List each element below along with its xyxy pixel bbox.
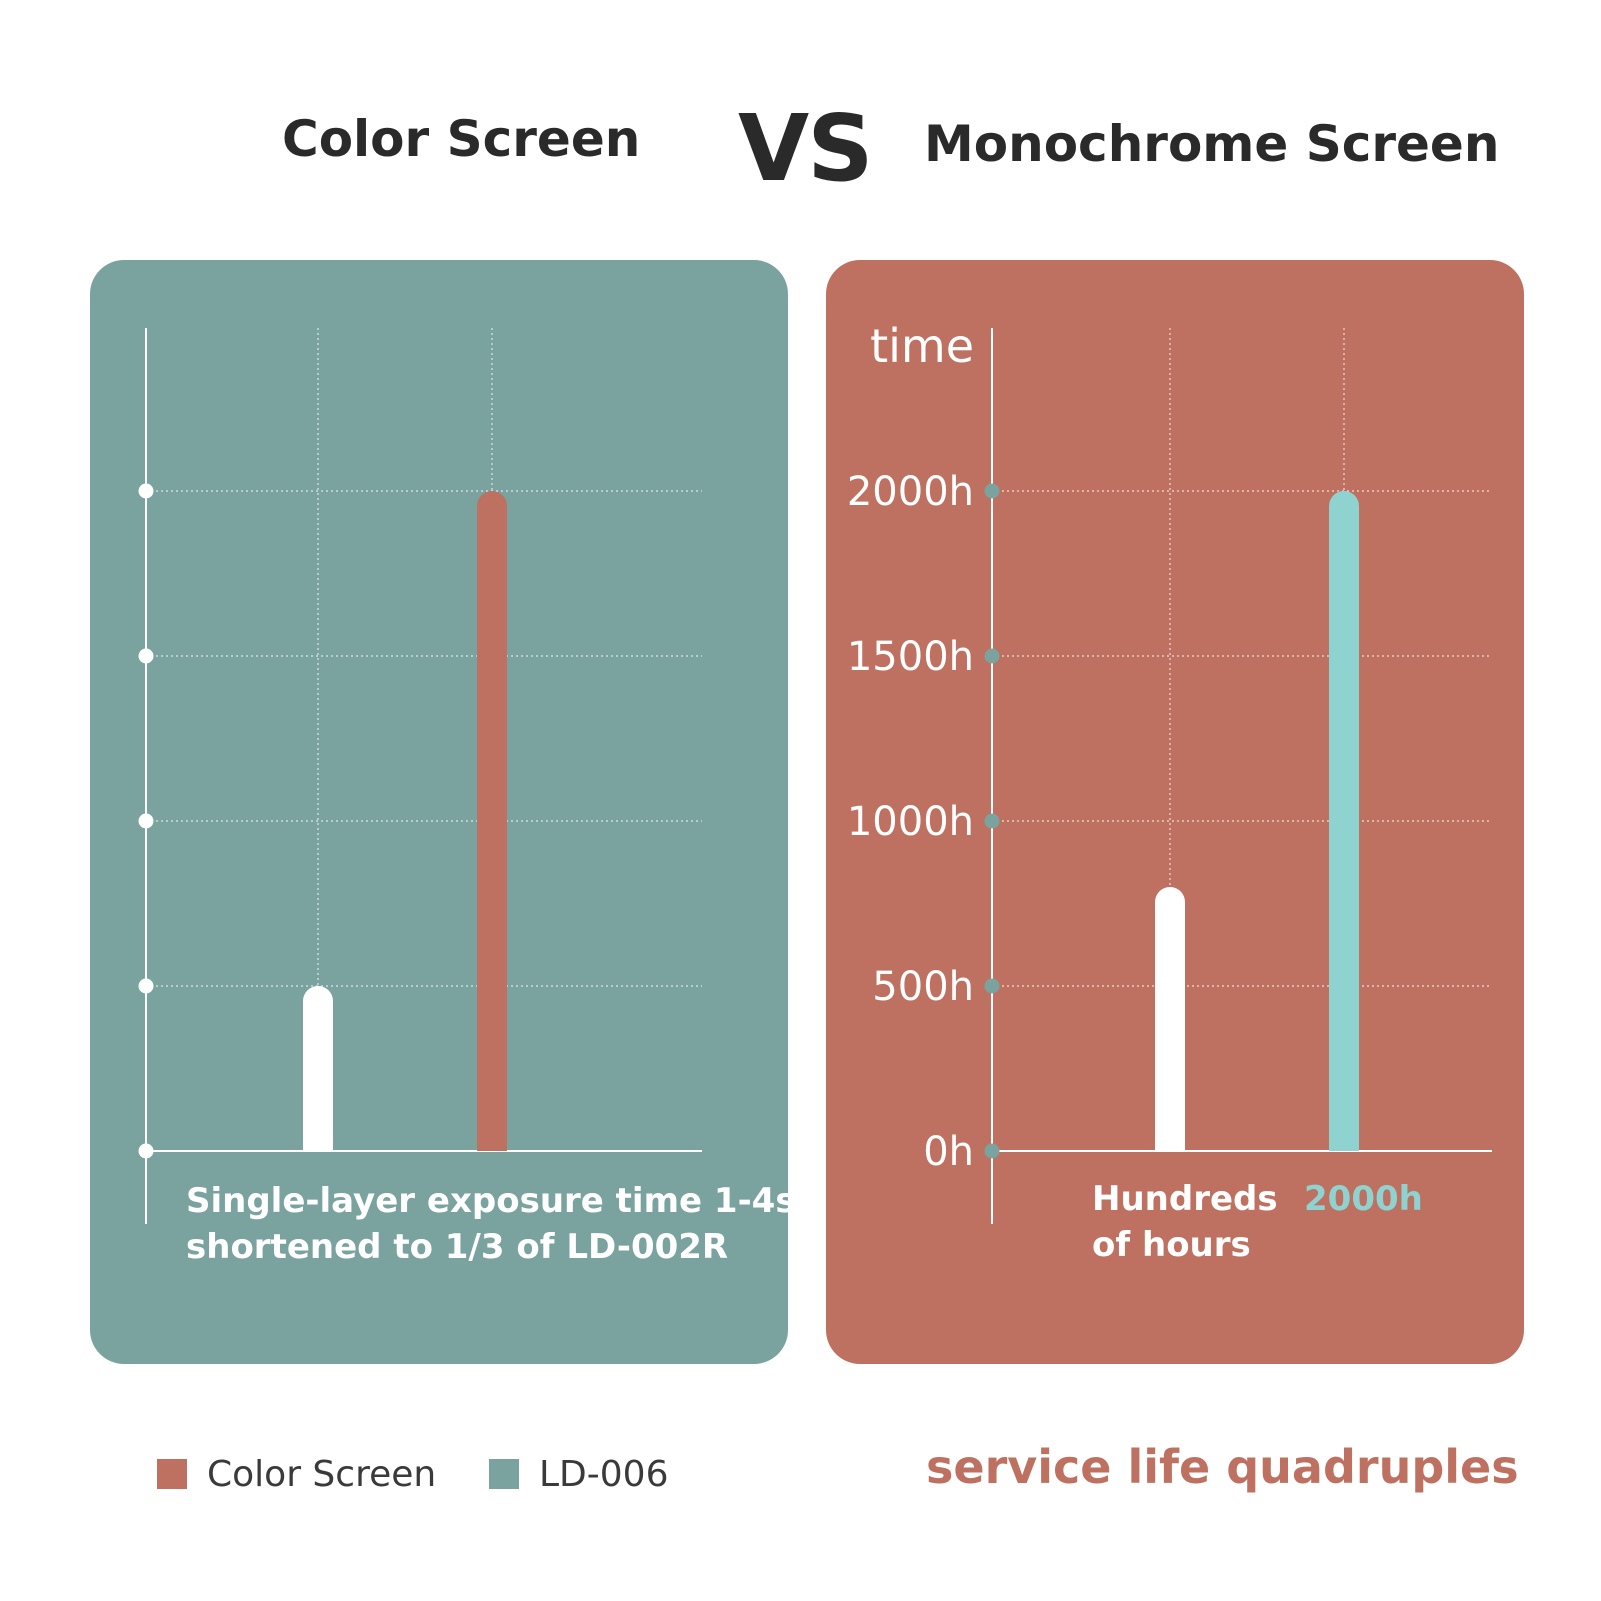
bar: [1155, 887, 1185, 1151]
y-tick-dot: [984, 648, 1000, 664]
y-tick-label: 500h: [872, 964, 974, 1010]
left-title: Color Screen: [282, 110, 641, 168]
legend-item-ld-006: LD-006: [489, 1452, 668, 1496]
x-category-label: of hours: [1092, 1225, 1251, 1265]
exposure-time-chart: Single-layer exposure time 1-4s shortened…: [138, 328, 788, 1267]
y-tick-dot: [138, 1143, 154, 1159]
bar: [1329, 491, 1359, 1151]
y-tick-dot: [984, 978, 1000, 994]
y-tick-label: 2000h: [847, 469, 974, 515]
y-tick-dot: [984, 813, 1000, 829]
y-tick-dot: [984, 483, 1000, 499]
right-title: Monochrome Screen: [924, 115, 1500, 173]
exposure-time-chart-card: Single-layer exposure time 1-4s shortened…: [90, 260, 788, 1364]
y-tick-dot: [984, 1143, 1000, 1159]
legend-swatch: [489, 1459, 519, 1489]
y-tick-label: 1000h: [847, 799, 974, 845]
y-tick-label: 0h: [923, 1129, 974, 1175]
vs-label: VS: [738, 95, 873, 202]
annotation-line: Single-layer exposure time 1-4s: [186, 1181, 788, 1221]
y-tick-dot: [138, 648, 154, 664]
y-tick-dot: [138, 978, 154, 994]
y-axis-label: time: [870, 319, 974, 373]
y-tick-label: 1500h: [847, 634, 974, 680]
annotation-line: shortened to 1/3 of LD-002R: [186, 1227, 728, 1267]
legend-item-color-screen: Color Screen: [157, 1452, 436, 1496]
x-category-label: Hundreds: [1092, 1179, 1278, 1219]
legend-swatch: [157, 1459, 187, 1489]
legend-label: Color Screen: [207, 1453, 437, 1495]
bar: [477, 491, 507, 1151]
y-tick-dot: [138, 813, 154, 829]
bar: [303, 986, 333, 1151]
x-category-label: 2000h: [1304, 1179, 1423, 1219]
tagline: service life quadruples: [926, 1440, 1519, 1494]
y-tick-dot: [138, 483, 154, 499]
service-life-chart-card: 0h 500h 1000h 1500h 2000h time Hundreds of hour…: [826, 260, 1524, 1364]
service-life-chart: 0h 500h 1000h 1500h 2000h time Hundreds of hour…: [847, 319, 1492, 1265]
legend-label: LD-006: [539, 1453, 669, 1495]
